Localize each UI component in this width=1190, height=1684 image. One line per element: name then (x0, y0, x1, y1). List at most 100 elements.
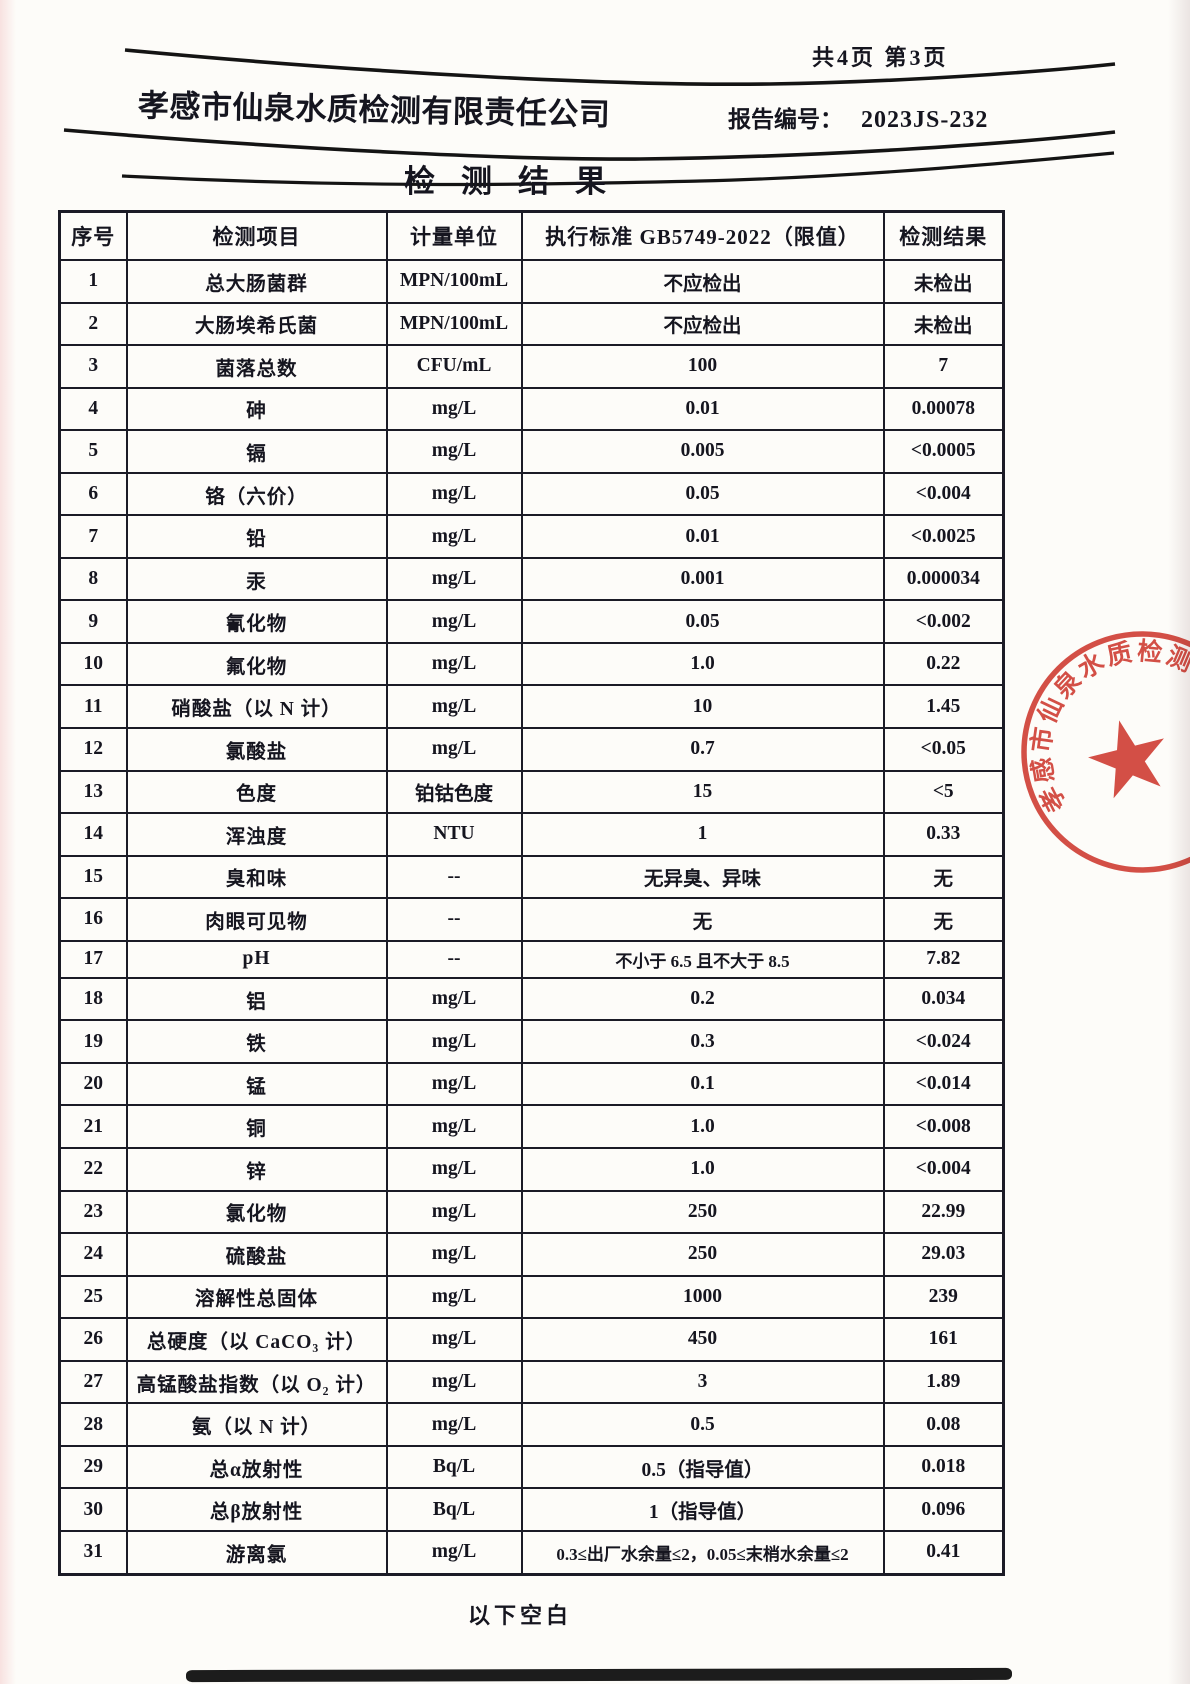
header-item: 检测项目 (125, 210, 388, 261)
cell-item: 总大肠菌群 (125, 259, 388, 304)
table-row: 6 铬（六价） mg/L 0.05 <0.004 (58, 471, 1005, 517)
cell-unit: mg/L (385, 599, 523, 644)
table-row: 4 砷 mg/L 0.01 0.00078 (58, 386, 1005, 432)
cell-item: 硫酸盐 (125, 1232, 388, 1277)
cell-item: 氯酸盐 (125, 727, 388, 772)
cell-unit: mg/L (385, 1104, 523, 1149)
cell-index: 24 (58, 1232, 128, 1277)
cell-index: 11 (58, 684, 128, 730)
cell-limit: 无 (520, 897, 885, 942)
cell-item: 铜 (125, 1104, 388, 1149)
cell-unit: mg/L (385, 1359, 523, 1405)
cell-index: 19 (58, 1019, 128, 1064)
cell-unit: mg/L (385, 556, 523, 602)
cell-result: 1.45 (882, 684, 1005, 730)
cell-item: 肉眼可见物 (125, 897, 388, 942)
cell-item: 臭和味 (125, 854, 388, 900)
cell-index: 15 (58, 854, 128, 900)
cell-item: 溶解性总固体 (125, 1274, 388, 1320)
table-row: 12 氯酸盐 mg/L 0.7 <0.05 (58, 727, 1005, 772)
cell-index: 28 (58, 1402, 128, 1447)
cell-limit: 0.5（指导值） (520, 1444, 885, 1490)
cell-index: 18 (58, 976, 128, 1022)
cell-limit: 0.3≤出厂水余量≤2，0.05≤末梢水余量≤2 (520, 1529, 885, 1576)
cell-unit: mg/L (385, 976, 523, 1022)
cell-result: <0.004 (882, 471, 1005, 517)
cell-unit: -- (385, 854, 523, 900)
cell-unit: -- (385, 897, 523, 942)
cell-index: 4 (58, 386, 128, 432)
cell-limit: 0.01 (520, 386, 885, 432)
cell-item: 氟化物 (125, 641, 388, 687)
cell-unit: mg/L (385, 1019, 523, 1064)
cell-limit: 0.7 (520, 727, 885, 772)
page-title: 检测结果 (404, 164, 632, 199)
cell-unit: 铂钴色度 (385, 769, 523, 815)
cell-limit: 450 (520, 1317, 885, 1362)
table-row: 28 氨（以 N 计） mg/L 0.5 0.08 (58, 1402, 1005, 1447)
results-table: 序号 检测项目 计量单位 执行标准 GB5749-2022（限值） 检测结果 1… (58, 210, 1005, 1576)
cell-limit: 1000 (520, 1274, 885, 1320)
cell-result: 7 (882, 344, 1005, 389)
cell-limit: 15 (520, 769, 885, 815)
cell-result: 22.99 (882, 1189, 1005, 1235)
cell-index: 20 (58, 1061, 128, 1107)
cell-limit: 不小于 6.5 且不大于 8.5 (520, 939, 885, 979)
cell-index: 12 (58, 727, 128, 772)
cell-result: 239 (882, 1274, 1005, 1320)
cell-index: 21 (58, 1104, 128, 1149)
cell-index: 1 (58, 259, 128, 304)
cell-result: 161 (882, 1317, 1005, 1362)
table-row: 9 氰化物 mg/L 0.05 <0.002 (58, 599, 1005, 644)
report-number-row: 报告编号： 2023JS-232 (728, 100, 988, 134)
cell-item: 砷 (125, 386, 388, 432)
cell-item: 高锰酸盐指数（以 O₂ 计） (125, 1359, 388, 1405)
cell-item: pH (125, 939, 388, 979)
cell-item: 总β放射性 (125, 1487, 388, 1532)
report-number-label: 报告编号： (728, 107, 843, 132)
cell-result: <5 (882, 769, 1005, 815)
cell-item: 氯化物 (125, 1189, 388, 1235)
table-row: 21 铜 mg/L 1.0 <0.008 (58, 1104, 1005, 1149)
cell-item: 氰化物 (125, 599, 388, 644)
cell-unit: mg/L (385, 429, 523, 474)
table-row: 23 氯化物 mg/L 250 22.99 (58, 1189, 1005, 1235)
cell-item: 菌落总数 (125, 344, 388, 389)
table-row: 29 总α放射性 Bq/L 0.5（指导值） 0.018 (58, 1444, 1005, 1490)
scan-bottom-bar (185, 1667, 1013, 1683)
cell-item: 色度 (125, 769, 388, 815)
cell-index: 26 (58, 1317, 128, 1362)
cell-item: 大肠埃希氏菌 (125, 301, 388, 347)
table-row: 25 溶解性总固体 mg/L 1000 239 (58, 1274, 1005, 1320)
cell-item: 铁 (125, 1019, 388, 1064)
cell-limit: 250 (520, 1232, 885, 1277)
cell-item: 镉 (125, 429, 388, 474)
cell-item: 铅 (125, 514, 388, 559)
cell-index: 30 (58, 1487, 128, 1532)
cell-result: 0.096 (882, 1487, 1005, 1532)
cell-limit: 0.005 (520, 429, 885, 474)
cell-item: 游离氯 (125, 1529, 388, 1576)
cell-unit: MPN/100mL (385, 301, 523, 347)
cell-unit: Bq/L (385, 1487, 523, 1532)
cell-unit: mg/L (385, 1147, 523, 1192)
cell-limit: 不应检出 (520, 301, 885, 347)
cell-limit: 250 (520, 1189, 885, 1235)
table-row: 22 锌 mg/L 1.0 <0.004 (58, 1147, 1005, 1192)
cell-unit: mg/L (385, 386, 523, 432)
cell-index: 22 (58, 1147, 128, 1192)
cell-result: <0.008 (882, 1104, 1005, 1149)
cell-unit: -- (385, 939, 523, 979)
cell-limit: 1.0 (520, 1147, 885, 1192)
table-row: 7 铅 mg/L 0.01 <0.0025 (58, 514, 1005, 559)
cell-unit: MPN/100mL (385, 259, 523, 304)
cell-limit: 0.05 (520, 471, 885, 517)
cell-unit: mg/L (385, 641, 523, 687)
cell-limit: 1.0 (520, 641, 885, 687)
results-table-body: 1 总大肠菌群 MPN/100mL 不应检出 未检出 2 大肠埃希氏菌 MPN/100mL 不应… (58, 259, 1005, 1576)
cell-unit: mg/L (385, 727, 523, 772)
cell-index: 14 (58, 812, 128, 857)
cell-result: 0.22 (882, 641, 1005, 687)
cell-index: 13 (58, 769, 128, 815)
